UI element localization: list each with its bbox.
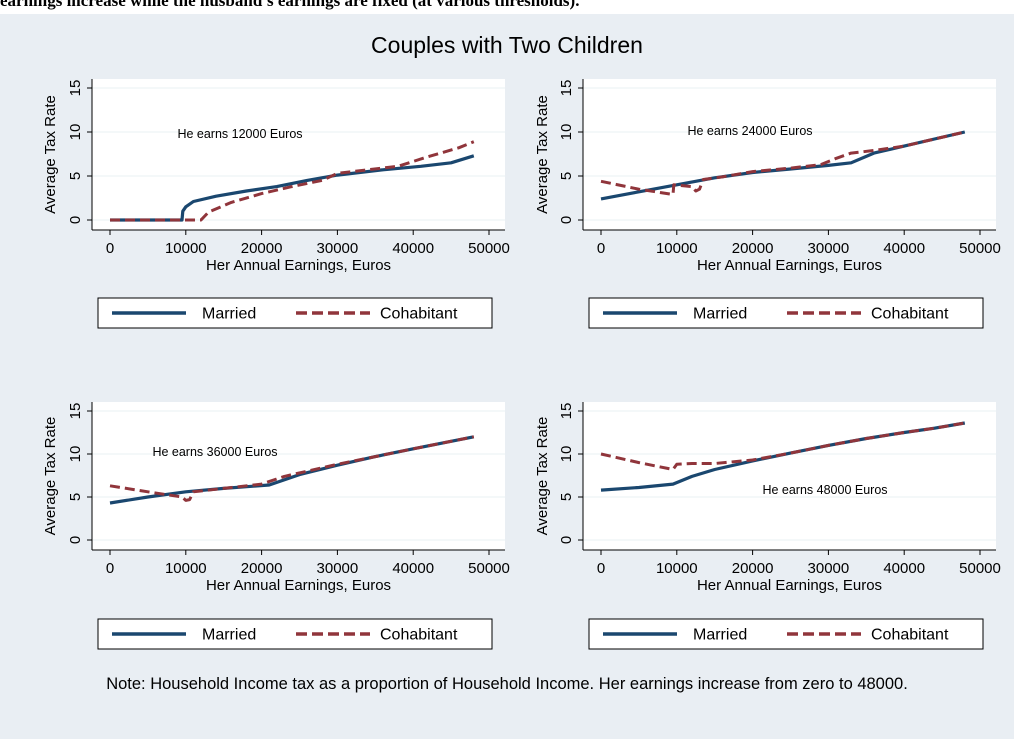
y-tick-label: 5: [558, 493, 575, 501]
y-tick-label: 0: [67, 536, 84, 544]
x-tick-label: 10000: [165, 560, 207, 577]
legend: Married Cohabitant: [588, 618, 984, 650]
x-tick-label: 0: [106, 240, 114, 257]
series-line-cohabitant: [600, 130, 966, 196]
panel-annotation: He earns 12000 Euros: [177, 127, 302, 141]
chart-panel-2: 0 5 10 15 0 10000 20000 30000 40000 50000 Her Annu…: [534, 79, 1001, 329]
panel-annotation: He earns 48000 Euros: [762, 483, 887, 497]
y-tick-label: 5: [558, 172, 575, 180]
y-tick-label: 15: [558, 80, 575, 97]
x-tick-label: 40000: [883, 560, 925, 577]
legend-label-married: Married: [202, 306, 256, 323]
y-tick-label: 0: [558, 216, 575, 224]
legend: Married Cohabitant: [588, 297, 984, 329]
series-line-cohabitant: [600, 421, 966, 471]
y-axis-label: Average Tax Rate: [534, 417, 551, 536]
x-axis-label: Her Annual Earnings, Euros: [697, 257, 882, 274]
y-tick-label: 10: [558, 124, 575, 141]
x-tick-label: 40000: [883, 240, 925, 257]
legend-label-cohabitant: Cohabitant: [871, 306, 949, 323]
legend-label-cohabitant: Cohabitant: [380, 627, 458, 644]
caption-fragment: earnings increase while the husband's ea…: [0, 0, 1014, 12]
legend-box: [97, 618, 493, 650]
y-tick-label: 15: [558, 403, 575, 420]
panel-annotation: He earns 24000 Euros: [687, 124, 812, 138]
x-tick-label: 10000: [656, 560, 698, 577]
x-tick-label: 30000: [317, 240, 359, 257]
y-tick-label: 10: [67, 124, 84, 141]
plot-area: [92, 79, 505, 230]
x-tick-label: 30000: [317, 560, 359, 577]
x-tick-label: 50000: [959, 240, 1001, 257]
x-tick-label: 10000: [165, 240, 207, 257]
legend-label-cohabitant: Cohabitant: [380, 306, 458, 323]
legend-label-married: Married: [202, 627, 256, 644]
x-axis-label: Her Annual Earnings, Euros: [697, 577, 882, 594]
x-axis-label: Her Annual Earnings, Euros: [206, 577, 391, 594]
series-line-cohabitant: [109, 435, 475, 502]
plot-area: [583, 79, 996, 230]
x-tick-label: 30000: [808, 560, 850, 577]
y-tick-label: 15: [67, 80, 84, 97]
legend-label-married: Married: [693, 627, 747, 644]
chart-panel-4: 0 5 10 15 0 10000 20000 30000 40000 50000 Her Annu…: [534, 402, 1001, 650]
x-tick-label: 0: [597, 240, 605, 257]
figure-title: Couples with Two Children: [371, 32, 643, 58]
x-tick-label: 0: [106, 560, 114, 577]
legend-label-cohabitant: Cohabitant: [871, 627, 949, 644]
x-tick-label: 0: [597, 560, 605, 577]
x-tick-label: 50000: [959, 560, 1001, 577]
y-tick-label: 5: [67, 493, 84, 501]
y-tick-label: 15: [67, 403, 84, 420]
y-tick-label: 10: [67, 446, 84, 463]
legend: Married Cohabitant: [97, 297, 493, 329]
plot-area: [583, 402, 996, 550]
figure-note: Note: Household Income tax as a proporti…: [106, 675, 908, 693]
y-axis-label: Average Tax Rate: [534, 95, 551, 214]
chart-panel-3: 0 5 10 15 0 10000 20000 30000 40000 50000 Her Annu…: [42, 402, 510, 650]
y-axis-label: Average Tax Rate: [42, 417, 59, 536]
y-axis-label: Average Tax Rate: [42, 95, 59, 214]
x-tick-label: 30000: [808, 240, 850, 257]
legend-label-married: Married: [693, 306, 747, 323]
x-tick-label: 40000: [392, 240, 434, 257]
x-tick-label: 50000: [468, 560, 510, 577]
y-tick-label: 0: [558, 536, 575, 544]
x-tick-label: 50000: [468, 240, 510, 257]
legend: Married Cohabitant: [97, 618, 493, 650]
x-axis-label: Her Annual Earnings, Euros: [206, 257, 391, 274]
series-line-married: [110, 154, 475, 222]
caption-fragment-text: earnings increase while the husband's ea…: [0, 0, 580, 10]
series-line-married: [109, 435, 475, 505]
y-tick-label: 10: [558, 446, 575, 463]
x-tick-label: 20000: [241, 560, 283, 577]
y-tick-label: 0: [67, 216, 84, 224]
x-tick-label: 20000: [732, 240, 774, 257]
x-tick-label: 20000: [732, 560, 774, 577]
panel-annotation: He earns 36000 Euros: [152, 445, 277, 459]
x-tick-label: 40000: [392, 560, 434, 577]
x-tick-label: 10000: [656, 240, 698, 257]
y-tick-label: 5: [67, 172, 84, 180]
chart-panel-1: 0 5 10 15 0 10000 20000 30000 40000 50000 Her Annu…: [42, 79, 510, 329]
x-tick-label: 20000: [241, 240, 283, 257]
